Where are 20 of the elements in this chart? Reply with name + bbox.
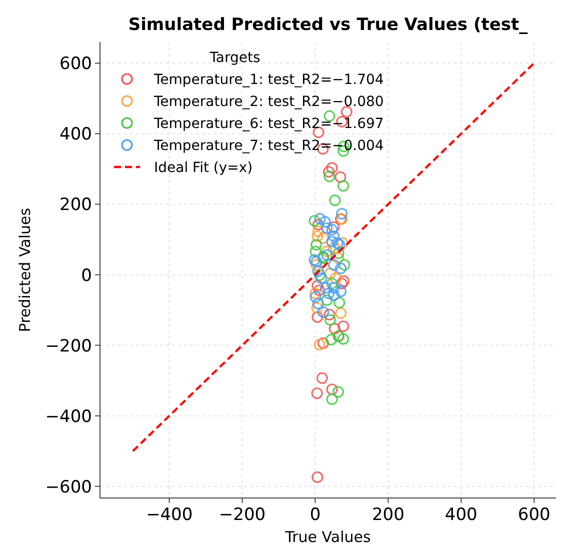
legend-label: Ideal Fit (y=x) bbox=[154, 160, 253, 176]
x-tick-label: −200 bbox=[218, 505, 266, 525]
legend-label: Temperature_1: test_R2=−1.704 bbox=[153, 72, 384, 88]
y-tick-label: −200 bbox=[45, 336, 92, 356]
y-tick-label: 200 bbox=[60, 195, 92, 216]
x-tick-label: 200 bbox=[372, 505, 404, 525]
x-tick-label: 0 bbox=[310, 505, 321, 525]
legend-title: Targets bbox=[208, 50, 260, 66]
y-tick-label: −400 bbox=[45, 406, 92, 427]
y-tick-label: 400 bbox=[60, 124, 92, 145]
chart-title: Simulated Predicted vs True Values (test_ bbox=[128, 15, 528, 35]
legend-label: Temperature_2: test_R2=−0.080 bbox=[153, 94, 384, 110]
y-tick-label: 600 bbox=[60, 54, 92, 74]
y-tick-label: 0 bbox=[81, 266, 92, 286]
y-tick-label: −600 bbox=[45, 477, 92, 498]
x-tick-label: 600 bbox=[518, 505, 550, 525]
y-axis-title: Predicted Values bbox=[16, 208, 34, 332]
x-tick-label: −400 bbox=[146, 505, 193, 525]
x-tick-label: 400 bbox=[444, 505, 478, 525]
x-axis-title: True Values bbox=[284, 528, 371, 546]
